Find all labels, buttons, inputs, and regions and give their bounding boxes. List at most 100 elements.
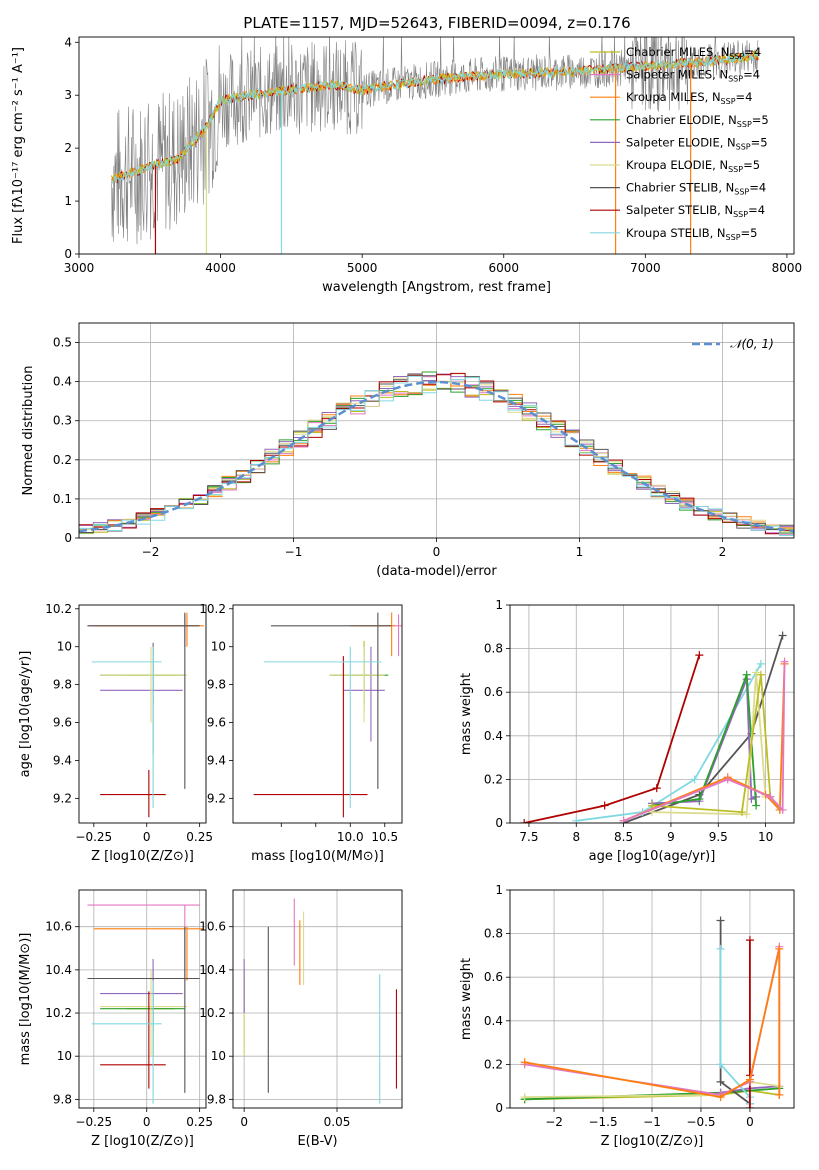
x-tick-label: 1 <box>576 545 584 559</box>
y-tick-label: 10.2 <box>45 1006 72 1020</box>
axes-frame <box>232 604 403 824</box>
y-tick-label: 0.3 <box>53 414 72 428</box>
x-tick-label: 3000 <box>64 261 95 275</box>
legend-entry: 𝒩(0, 1) <box>730 337 774 351</box>
x-tick-label: 9.5 <box>709 830 728 844</box>
legend-entry: Kroupa MILES, NSSP=4 <box>626 90 752 106</box>
x-tick-label: 0 <box>746 1115 754 1129</box>
data-point-marker <box>520 1058 529 1067</box>
data-point-marker <box>723 775 732 784</box>
legend-entry: Kroupa ELODIE, NSSP=5 <box>626 158 760 174</box>
x-tick-label: 2 <box>719 545 727 559</box>
plot-area-residuals <box>79 323 794 538</box>
y-tick-label: 9.4 <box>53 753 72 767</box>
x-tick-label: −2 <box>545 1115 563 1129</box>
x-tick-label: 10.5 <box>371 830 398 844</box>
panel-mass-weight-vs-Z: −2 −1.5 −1 −0.5 0 0 0.2 0.4 0.6 0.8 1 Z [log10(Z/Z⊙… <box>459 883 795 1149</box>
panel-spectrum: 3000 4000 5000 6000 7000 8000 0 1 2 3 4 wavelength … <box>11 35 802 295</box>
y-tick-label: 0.6 <box>484 970 503 984</box>
mass-weight-line <box>576 663 762 822</box>
panel-residuals: −2 −1 0 1 2 0 0.1 0.2 0.3 0.4 0.5 (data-model)/erro… <box>21 322 795 579</box>
normal-reference-curve <box>79 380 794 533</box>
y-tick-label: 2 <box>64 141 72 155</box>
plot-area-age-vs-mass <box>253 612 402 818</box>
x-tick-label: 6000 <box>488 261 519 275</box>
data-point-marker <box>716 1060 725 1069</box>
y-tick-label: 3 <box>64 88 72 102</box>
y-tick-label: 4 <box>64 35 72 49</box>
observed-spectrum <box>111 37 759 245</box>
panel-mass-vs-Z: −0.25 0 0.25 9.8 10 10.2 10.4 10.6 Z [log10(Z/Z⊙… <box>18 889 213 1149</box>
x-axis-label: E(B-V) <box>297 1134 337 1149</box>
data-point-marker <box>652 784 661 793</box>
x-tick-label: 7.5 <box>519 830 538 844</box>
x-tick-label: −1 <box>643 1115 661 1129</box>
y-tick-label: 0 <box>64 247 72 261</box>
x-tick-label: 0.25 <box>186 1115 213 1129</box>
data-point-marker <box>520 1093 529 1102</box>
y-axis-label: mass [log10(M/M⊙)] <box>18 933 33 1066</box>
y-tick-label: 0.1 <box>53 492 72 506</box>
x-axis-label: Z [log10(Z/Z⊙)] <box>91 849 194 864</box>
y-tick-label: 0 <box>495 816 503 830</box>
y-axis-label: Normed distribution <box>21 366 36 496</box>
y-tick-label: 0.2 <box>484 1057 503 1071</box>
x-tick-label: −2 <box>142 545 160 559</box>
axes-frame <box>78 889 207 1109</box>
mass-weight-line <box>524 654 701 823</box>
mass-weight-line <box>719 948 751 1104</box>
y-tick-label: 10 <box>57 1049 72 1063</box>
x-tick-label: −0.25 <box>75 1115 112 1129</box>
y-tick-label: 0.4 <box>53 375 72 389</box>
plot-area-mass-weight-vs-age <box>510 605 794 823</box>
mass-weight-line <box>719 920 751 1105</box>
mass-weight-line <box>623 663 786 822</box>
y-tick-label: 0.2 <box>484 772 503 786</box>
y-tick-label: 0.6 <box>484 685 503 699</box>
x-tick-label: 10 <box>758 830 773 844</box>
y-tick-label: 9.8 <box>53 678 72 692</box>
y-tick-label: 10.4 <box>45 963 72 977</box>
y-tick-label: 10.2 <box>199 602 226 616</box>
residual-histogram <box>79 372 794 535</box>
axes-frame <box>509 604 795 824</box>
plot-area-age-vs-Z <box>87 612 204 818</box>
data-point-marker <box>756 670 765 679</box>
data-point-marker <box>780 657 789 666</box>
y-tick-label: 10 <box>211 640 226 654</box>
panel-age-vs-mass: 10.0 10.5 9.2 9.4 9.6 9.8 10 10.2 mass [log10(M/… <box>199 602 403 864</box>
y-tick-label: 1 <box>495 883 503 897</box>
data-point-marker <box>742 810 751 819</box>
data-point-marker <box>737 808 746 817</box>
plot-area-mass-vs-Z <box>79 890 206 1108</box>
y-tick-label: 10 <box>57 640 72 654</box>
y-tick-label: 0.5 <box>53 336 72 350</box>
axes-frame <box>509 889 795 1109</box>
data-point-marker <box>716 1093 725 1102</box>
data-point-marker <box>742 670 751 679</box>
x-tick-label: 9 <box>667 830 675 844</box>
y-tick-label: 0.8 <box>484 642 503 656</box>
y-tick-label: 0.8 <box>484 927 503 941</box>
x-tick-label: 0 <box>143 830 151 844</box>
model-spectrum <box>111 52 759 185</box>
x-tick-label: 8 <box>572 830 580 844</box>
x-tick-label: 0 <box>240 1115 248 1129</box>
y-tick-label: 10.6 <box>199 920 226 934</box>
legend-entry: Salpeter STELIB, NSSP=4 <box>626 203 765 219</box>
data-point-marker <box>756 659 765 668</box>
y-tick-label: 0.4 <box>484 729 503 743</box>
x-axis-label: Z [log10(Z/Z⊙)] <box>601 1134 704 1149</box>
x-tick-label: 0 <box>143 1115 151 1129</box>
x-tick-label: −1.5 <box>588 1115 617 1129</box>
y-axis-label: mass weight <box>459 673 474 755</box>
y-tick-label: 9.6 <box>53 716 72 730</box>
data-point-marker <box>778 631 787 640</box>
x-tick-label: 4000 <box>205 261 236 275</box>
panel-mass-vs-EBV: 0 0.05 9.8 10 10.2 10.4 10.6 E(B-V) <box>199 889 403 1149</box>
y-tick-label: 0 <box>64 531 72 545</box>
data-point-marker <box>745 1075 754 1084</box>
residual-histogram <box>79 375 794 536</box>
x-tick-label: 5000 <box>347 261 378 275</box>
